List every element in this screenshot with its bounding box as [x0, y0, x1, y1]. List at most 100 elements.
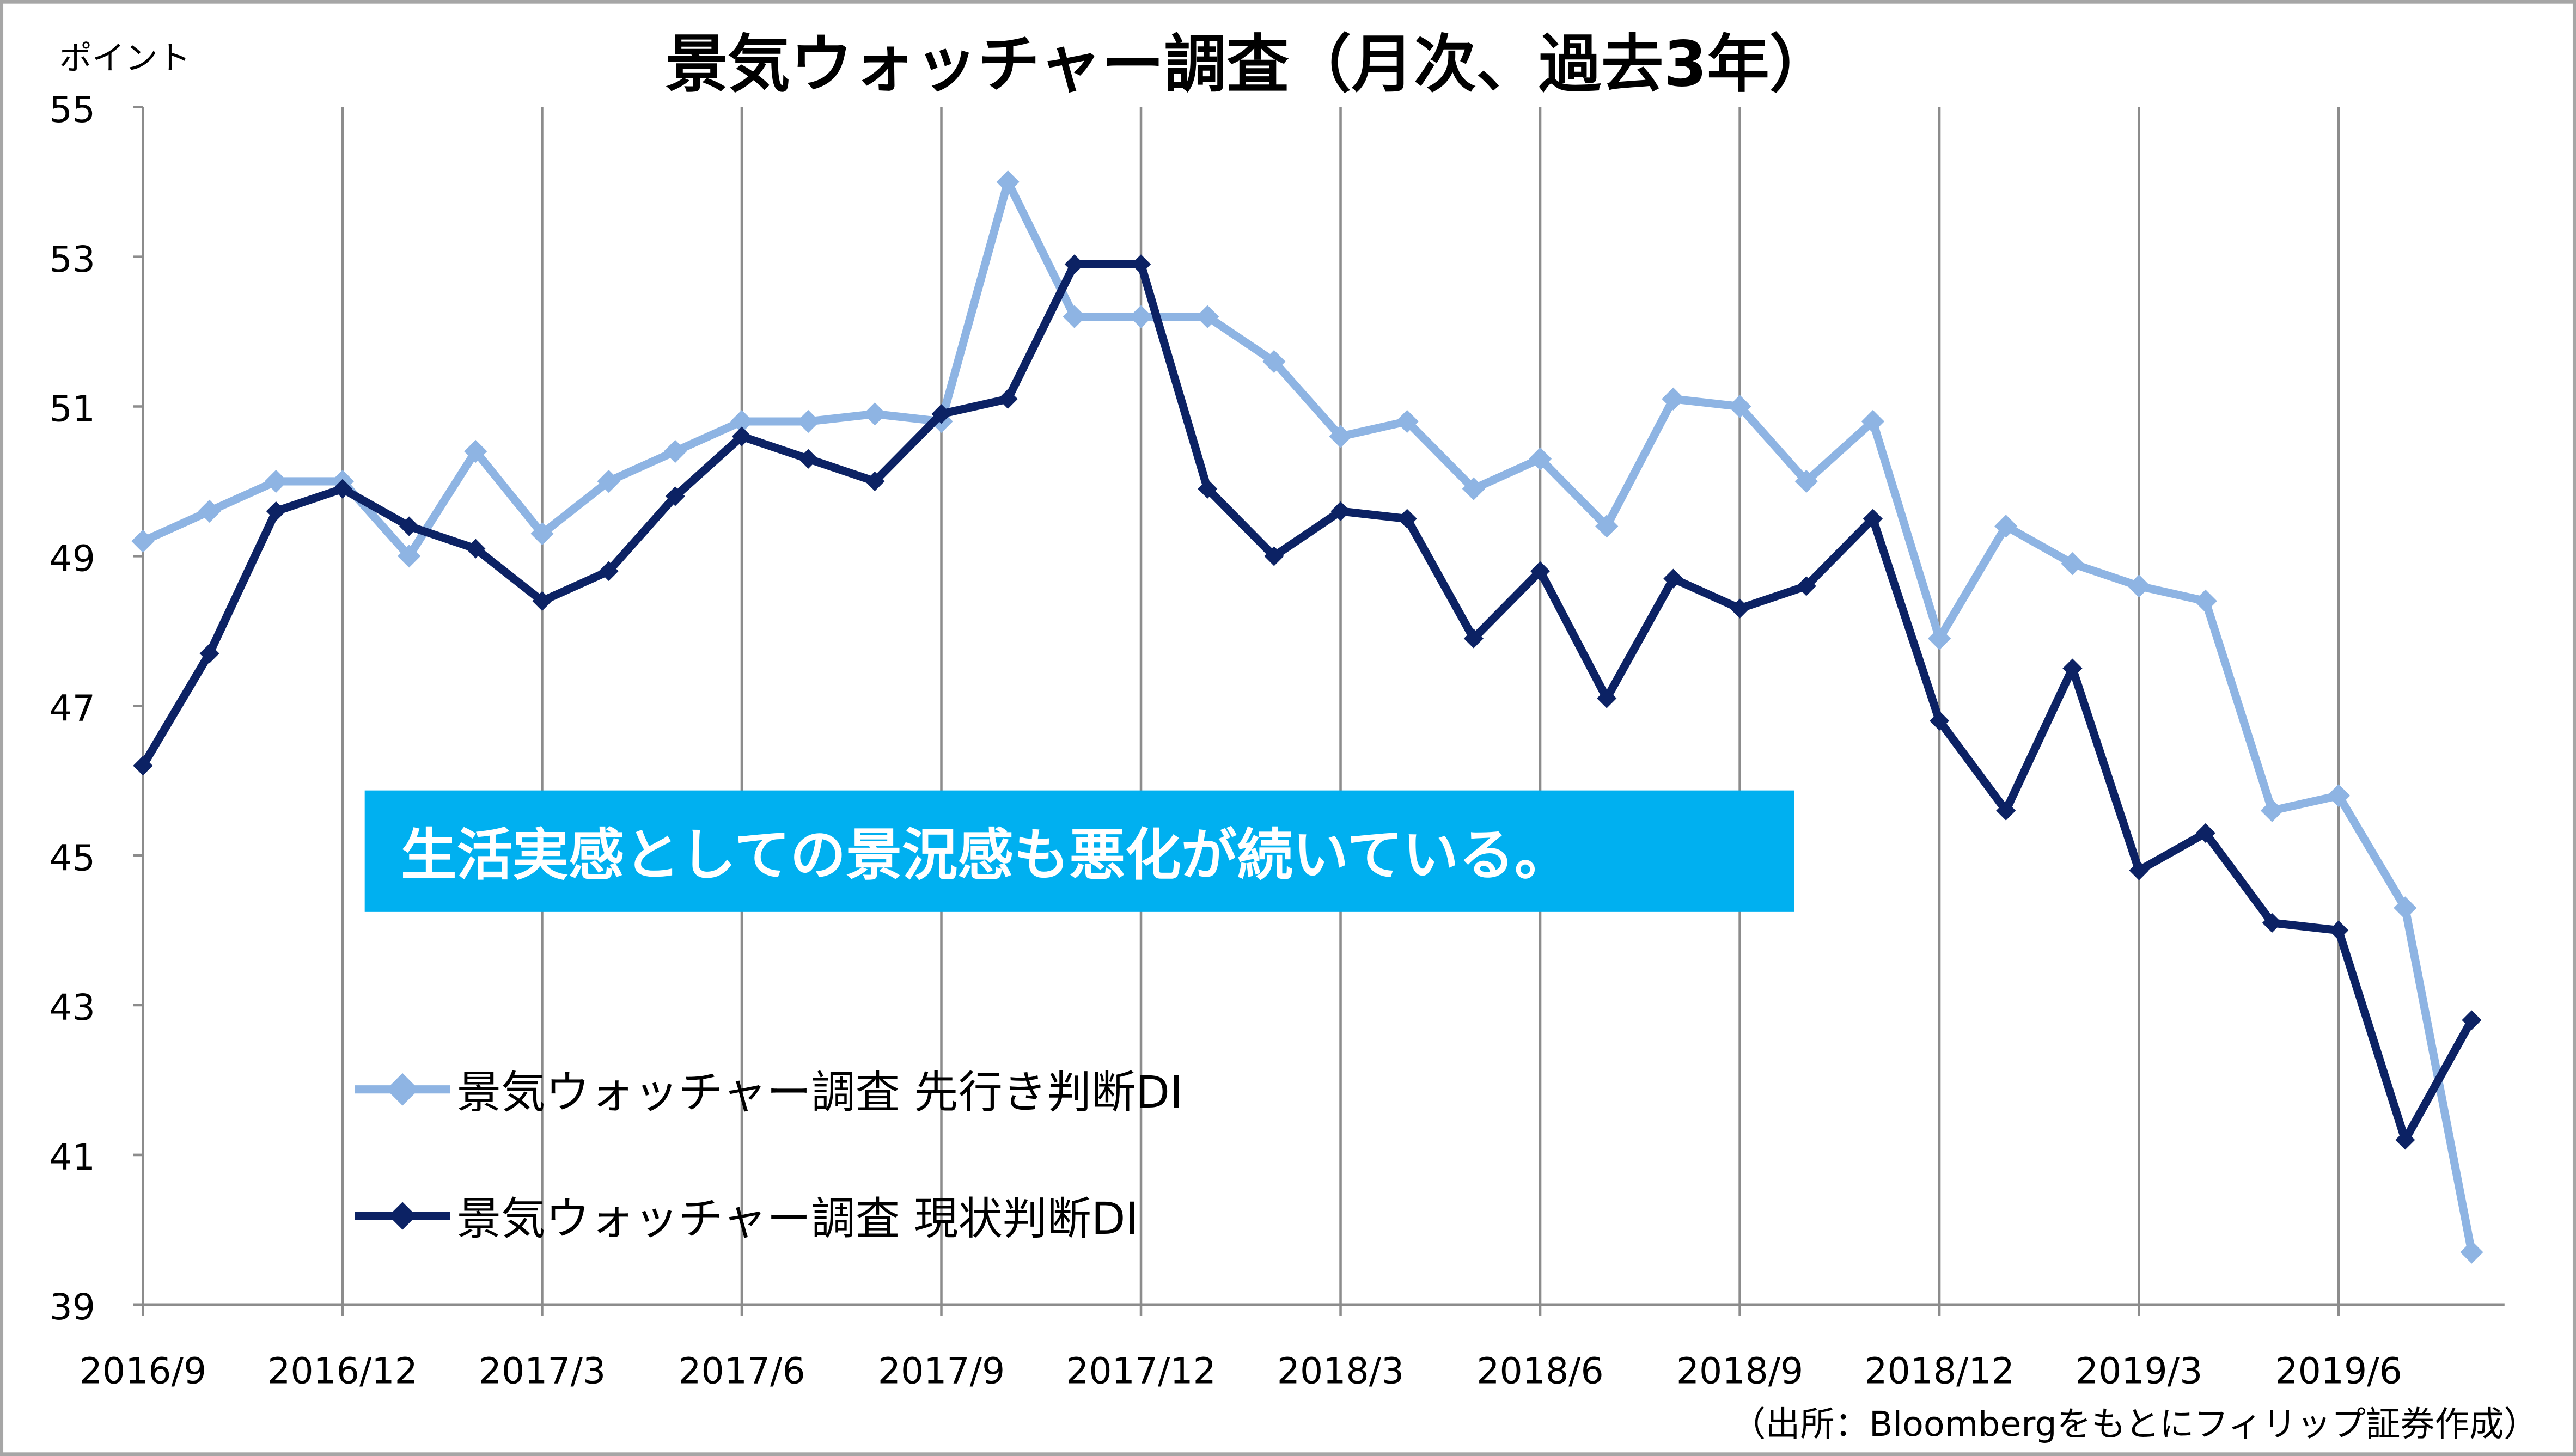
- data-point-diamond: [1730, 598, 1750, 619]
- data-point-diamond: [599, 561, 619, 581]
- data-point-diamond: [131, 529, 155, 553]
- data-point-diamond: [2262, 913, 2282, 933]
- legend-marker-diamond: [388, 1202, 417, 1230]
- data-point-diamond: [399, 516, 419, 536]
- data-point-diamond: [996, 170, 1020, 194]
- legend: 景気ウォッチャー調査 先行き判断DI 景気ウォッチャー調査 現状判断DI: [355, 1067, 1183, 1245]
- data-point-diamond: [2327, 784, 2351, 807]
- y-tick-label: 55: [50, 88, 95, 131]
- data-point-diamond: [597, 469, 620, 493]
- series-leading-di: [131, 170, 2483, 1264]
- data-point-diamond: [998, 389, 1018, 409]
- data-point-diamond: [1196, 305, 1219, 328]
- axes: [133, 106, 2505, 1316]
- data-point-diamond: [1662, 387, 1685, 411]
- x-tick-label: 2018/6: [1476, 1350, 1603, 1392]
- x-tick-label: 2016/12: [267, 1350, 418, 1392]
- data-point-diamond: [1063, 305, 1086, 328]
- data-point-diamond: [1329, 425, 1352, 448]
- x-tick-labels: 2016/9 2016/12 2017/3 2017/6 2017/9 2017/12 20…: [80, 1350, 2402, 1392]
- y-axis-label: ポイント: [59, 39, 191, 77]
- series-line: [139, 260, 2476, 1144]
- data-point-diamond: [1462, 477, 1485, 500]
- data-point-diamond: [1530, 561, 1551, 581]
- data-point-diamond: [266, 501, 286, 522]
- data-point-diamond: [1528, 447, 1552, 470]
- data-point-diamond: [264, 469, 288, 493]
- x-tick-label: 2019/3: [2076, 1350, 2202, 1392]
- series-current-di: [133, 254, 2482, 1150]
- y-tick-labels: 39 41 43 45 47 49 51 53 55: [50, 88, 95, 1328]
- data-point-diamond: [2129, 860, 2149, 880]
- data-point-diamond: [198, 499, 221, 523]
- y-tick-label: 39: [50, 1286, 95, 1328]
- annotation-text: 生活実感としての景況感も悪化が続いている。: [401, 823, 1570, 888]
- annotation-box: 生活実感としての景況感も悪化が続いている。: [364, 790, 1794, 912]
- data-point-diamond: [2329, 920, 2349, 940]
- y-tick-label: 45: [50, 836, 95, 879]
- annotation-background: [364, 790, 1794, 912]
- data-point-diamond: [1131, 254, 1151, 274]
- data-point-diamond: [1597, 688, 1617, 708]
- data-point-diamond: [2061, 552, 2084, 576]
- legend-item-leading: 景気ウォッチャー調査 先行き判断DI: [355, 1067, 1183, 1118]
- data-point-diamond: [2460, 1240, 2483, 1264]
- data-point-diamond: [1198, 479, 1218, 499]
- x-tick-label: 2019/6: [2275, 1350, 2402, 1392]
- data-point-diamond: [2394, 896, 2417, 920]
- data-point-diamond: [466, 539, 486, 559]
- data-point-diamond: [332, 479, 353, 499]
- data-point-diamond: [133, 756, 153, 776]
- data-point-diamond: [530, 522, 554, 546]
- x-tick-label: 2017/12: [1066, 1350, 1216, 1392]
- y-tick-label: 51: [50, 388, 95, 430]
- y-tick-label: 41: [50, 1136, 95, 1178]
- data-point-diamond: [1595, 515, 1619, 538]
- data-point-diamond: [863, 402, 887, 426]
- data-point-diamond: [1796, 576, 1816, 596]
- data-point-diamond: [665, 486, 685, 506]
- x-tick-label: 2017/6: [678, 1350, 805, 1392]
- x-tick-label: 2018/9: [1676, 1350, 1803, 1392]
- data-point-diamond: [1863, 509, 1883, 529]
- data-point-diamond: [1395, 409, 1419, 433]
- data-point-diamond: [1929, 711, 1950, 731]
- data-point-diamond: [2260, 799, 2284, 822]
- y-tick-label: 49: [50, 537, 95, 580]
- legend-label: 景気ウォッチャー調査 先行き判断DI: [457, 1067, 1183, 1118]
- data-point-diamond: [1330, 501, 1351, 522]
- data-point-diamond: [1996, 800, 2016, 821]
- series-group: [131, 170, 2483, 1264]
- series-line: [141, 178, 2476, 1253]
- data-point-diamond: [2395, 1130, 2415, 1150]
- data-point-diamond: [2127, 574, 2151, 598]
- data-point-diamond: [1064, 254, 1084, 274]
- y-tick-label: 53: [50, 238, 95, 280]
- data-point-diamond: [464, 439, 487, 463]
- x-tick-label: 2016/9: [80, 1350, 206, 1392]
- source-note: （出所：Bloombergをもとにフィリップ証券作成）: [1731, 1404, 2538, 1444]
- legend-item-current: 景気ウォッチャー調査 現状判断DI: [355, 1193, 1139, 1245]
- data-point-diamond: [1994, 515, 2018, 538]
- y-tick-label: 47: [50, 687, 95, 729]
- y-tick-label: 43: [50, 986, 95, 1029]
- legend-marker-diamond: [386, 1073, 419, 1106]
- data-point-diamond: [663, 439, 687, 463]
- x-tick-label: 2018/12: [1864, 1350, 2015, 1392]
- data-point-diamond: [2462, 1010, 2482, 1030]
- data-point-diamond: [1794, 469, 1818, 493]
- x-tick-label: 2017/3: [479, 1350, 606, 1392]
- data-point-diamond: [1262, 350, 1286, 374]
- chart-title: 景気ウォッチャー調査（月次、過去3年）: [666, 29, 1832, 101]
- data-point-diamond: [1397, 509, 1417, 529]
- data-point-diamond: [1728, 395, 1751, 418]
- x-tick-label: 2018/3: [1277, 1350, 1404, 1392]
- x-tick-label: 2017/9: [878, 1350, 1005, 1392]
- data-point-diamond: [199, 643, 219, 664]
- data-point-diamond: [865, 471, 885, 492]
- data-point-diamond: [1129, 305, 1153, 328]
- legend-label: 景気ウォッチャー調査 現状判断DI: [457, 1193, 1139, 1245]
